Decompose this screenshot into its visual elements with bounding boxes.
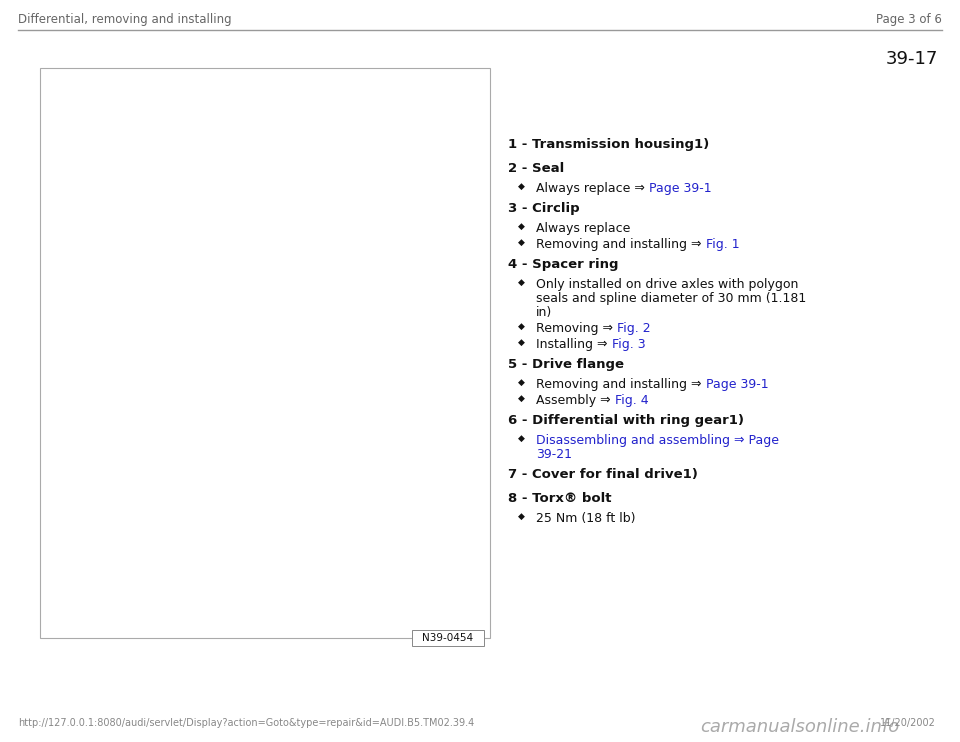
Text: Fig. 2: Fig. 2 — [617, 322, 651, 335]
Text: ◆: ◆ — [518, 394, 525, 403]
Text: Fig. 3: Fig. 3 — [612, 338, 645, 351]
Text: 3 - Circlip: 3 - Circlip — [508, 202, 580, 215]
Text: ◆: ◆ — [518, 278, 525, 287]
Text: Always replace: Always replace — [536, 222, 631, 235]
Text: ◆: ◆ — [518, 222, 525, 231]
Text: 4 - Spacer ring: 4 - Spacer ring — [508, 258, 618, 271]
Text: Page 39-1: Page 39-1 — [706, 378, 768, 391]
Text: ◆: ◆ — [518, 434, 525, 443]
Bar — [412, 630, 484, 646]
Text: http://127.0.0.1:8080/audi/servlet/Display?action=Goto&type=repair&id=AUDI.B5.TM: http://127.0.0.1:8080/audi/servlet/Displ… — [18, 718, 474, 728]
Text: ◆: ◆ — [518, 512, 525, 521]
Text: 5 - Drive flange: 5 - Drive flange — [508, 358, 624, 371]
Text: ◆: ◆ — [518, 338, 525, 347]
Text: Page 39-1: Page 39-1 — [649, 182, 711, 195]
Text: 7 - Cover for final drive1): 7 - Cover for final drive1) — [508, 468, 698, 481]
Text: Removing and installing ⇒: Removing and installing ⇒ — [536, 238, 706, 251]
Bar — [40, 68, 490, 638]
Text: 1 - Transmission housing1): 1 - Transmission housing1) — [508, 138, 709, 151]
Text: 11/20/2002: 11/20/2002 — [880, 718, 936, 728]
Text: Page 3 of 6: Page 3 of 6 — [876, 13, 942, 26]
Text: Assembly ⇒: Assembly ⇒ — [536, 394, 614, 407]
Text: in): in) — [536, 306, 552, 319]
Text: Installing ⇒: Installing ⇒ — [536, 338, 612, 351]
Text: 39-17: 39-17 — [886, 50, 938, 68]
Text: Only installed on drive axles with polygon: Only installed on drive axles with polyg… — [536, 278, 799, 291]
Text: 8 - Torx® bolt: 8 - Torx® bolt — [508, 492, 612, 505]
Text: ◆: ◆ — [518, 378, 525, 387]
Text: Always replace ⇒: Always replace ⇒ — [536, 182, 649, 195]
Text: ◆: ◆ — [518, 182, 525, 191]
Text: Removing ⇒: Removing ⇒ — [536, 322, 617, 335]
Text: seals and spline diameter of 30 mm (1.181: seals and spline diameter of 30 mm (1.18… — [536, 292, 806, 305]
Text: 25 Nm (18 ft lb): 25 Nm (18 ft lb) — [536, 512, 636, 525]
Text: Removing and installing ⇒: Removing and installing ⇒ — [536, 378, 706, 391]
Text: N39-0454: N39-0454 — [422, 633, 473, 643]
Text: Disassembling and assembling ⇒ Page: Disassembling and assembling ⇒ Page — [536, 434, 779, 447]
Text: Fig. 4: Fig. 4 — [614, 394, 648, 407]
Text: Fig. 1: Fig. 1 — [706, 238, 739, 251]
Text: 39-21: 39-21 — [536, 448, 572, 461]
Text: ◆: ◆ — [518, 238, 525, 247]
Text: carmanualsonline.info: carmanualsonline.info — [700, 718, 900, 736]
Text: Differential, removing and installing: Differential, removing and installing — [18, 13, 231, 26]
Text: ◆: ◆ — [518, 322, 525, 331]
Text: 6 - Differential with ring gear1): 6 - Differential with ring gear1) — [508, 414, 744, 427]
Text: 2 - Seal: 2 - Seal — [508, 162, 564, 175]
